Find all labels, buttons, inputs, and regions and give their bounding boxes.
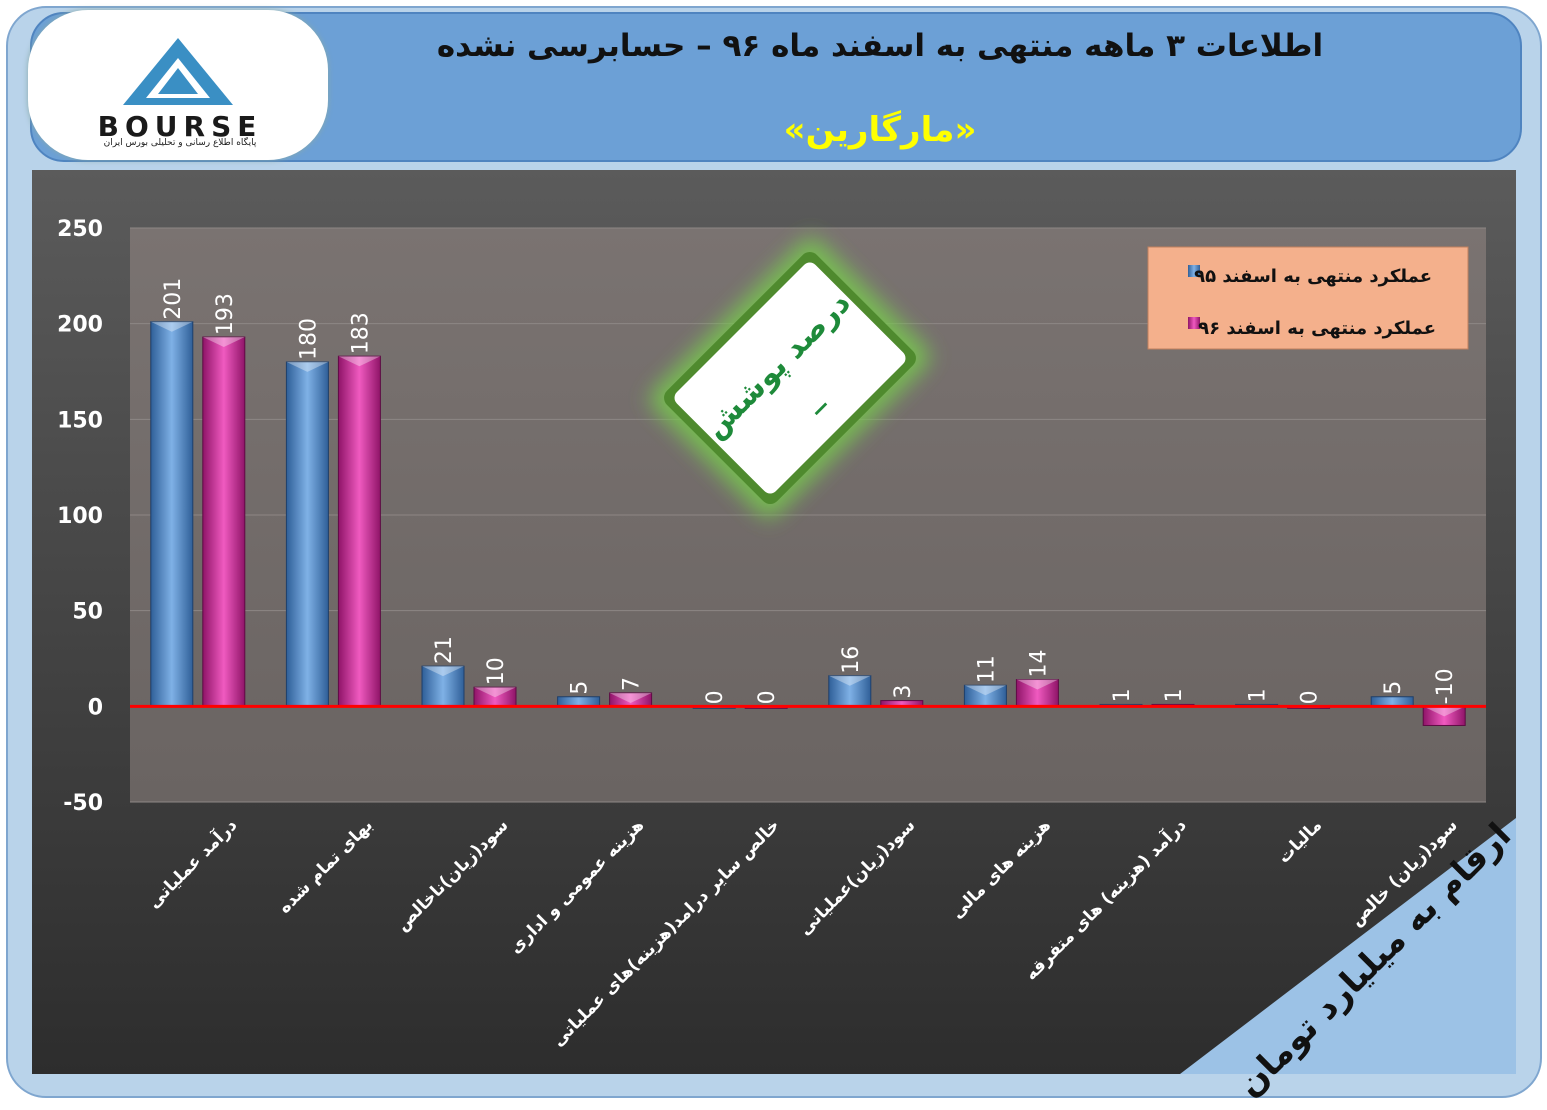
logo — [28, 10, 328, 160]
data-label: 1 — [1246, 688, 1271, 702]
bar-cap — [286, 361, 329, 372]
coverage-badge: درصد پوشش _ — [650, 238, 930, 518]
corner-note: ارقام به میلیارد تومان — [1180, 815, 1519, 1105]
y-tick-label: 150 — [57, 408, 103, 433]
y-tick-label: 250 — [57, 217, 103, 242]
data-label: 5 — [1381, 681, 1406, 695]
bars — [150, 321, 1466, 726]
legend-swatch-1 — [1188, 265, 1200, 277]
bar-cap — [474, 687, 516, 698]
x-label: هزینه های مالی — [947, 815, 1055, 923]
data-label: -10 — [1433, 668, 1458, 704]
x-label: خالص سایر درامد(هزینه)های عملیاتی — [548, 815, 783, 1050]
logo-subtext: پایگاه اطلاع رسانی و تحلیلی بورس ایران — [103, 138, 257, 148]
x-label: سود(زیان)ناخالص — [393, 815, 513, 935]
data-label: 14 — [1026, 650, 1051, 678]
bar-s1-c3 — [421, 665, 465, 707]
data-label: 11 — [974, 655, 999, 683]
data-label: 7 — [620, 677, 645, 691]
legend-label-1: عملکرد منتهی به اسفند ۹۵ — [1194, 266, 1432, 287]
data-label: 180 — [296, 318, 321, 360]
data-label: 183 — [348, 312, 373, 354]
bar-s1-c1 — [150, 321, 194, 707]
x-label: سود(زیان)عملیاتی — [795, 815, 919, 939]
data-label: 201 — [161, 278, 186, 320]
bar-cap — [964, 685, 1007, 696]
data-label: 193 — [213, 293, 238, 335]
bar-cap — [828, 675, 871, 686]
data-label: 1 — [1110, 688, 1135, 702]
bar-cap — [150, 321, 193, 332]
x-label: بهای تمام شده — [275, 815, 377, 917]
bar-cap — [422, 666, 464, 677]
data-label: 5 — [568, 681, 593, 695]
legend-swatch-2 — [1188, 317, 1200, 329]
y-tick-label: 0 — [88, 695, 103, 720]
bar-cap — [338, 356, 381, 367]
bar-s1-c2 — [285, 361, 329, 707]
y-tick-label: 100 — [57, 504, 103, 529]
y-tick-label: -50 — [63, 791, 103, 816]
bar-s2-c2 — [337, 355, 381, 707]
y-axis-ticks: 250 200 150 100 50 0 -50 — [57, 217, 103, 816]
data-label: 1 — [1162, 688, 1187, 702]
x-label: هزینه عمومی و اداری — [506, 815, 648, 957]
data-label: 16 — [839, 646, 864, 674]
data-label: 0 — [703, 690, 728, 704]
data-label: 0 — [755, 690, 780, 704]
bar-s2-c1 — [202, 336, 246, 707]
page-subtitle: «مارگارین» — [783, 110, 977, 150]
x-label: مالیات — [1274, 815, 1326, 867]
legend-label-2: عملکرد منتهی به اسفند ۹۶ — [1198, 318, 1436, 339]
bar-cap — [202, 337, 245, 348]
page-title: اطلاعات ۳ ماهه منتهی به اسفند ماه ۹۶ – ح… — [436, 28, 1324, 64]
data-label: 3 — [891, 685, 916, 699]
logo-mark — [123, 38, 233, 105]
bar-cap — [609, 692, 652, 703]
x-label: درآمد (هزینه) های متفرقه — [1020, 814, 1191, 985]
bar-cap — [1016, 679, 1059, 690]
data-label: 0 — [1298, 690, 1323, 704]
bar-cap — [1423, 706, 1466, 717]
logo-text: BOURSE — [97, 110, 263, 143]
data-label: 21 — [432, 636, 457, 664]
y-tick-label: 200 — [57, 313, 103, 338]
legend: عملکرد منتهی به اسفند ۹۵ عملکرد منتهی به… — [1147, 246, 1469, 350]
data-label: 10 — [484, 657, 509, 685]
y-tick-label: 50 — [72, 600, 103, 625]
x-label: درآمد عملیاتی — [143, 814, 242, 913]
